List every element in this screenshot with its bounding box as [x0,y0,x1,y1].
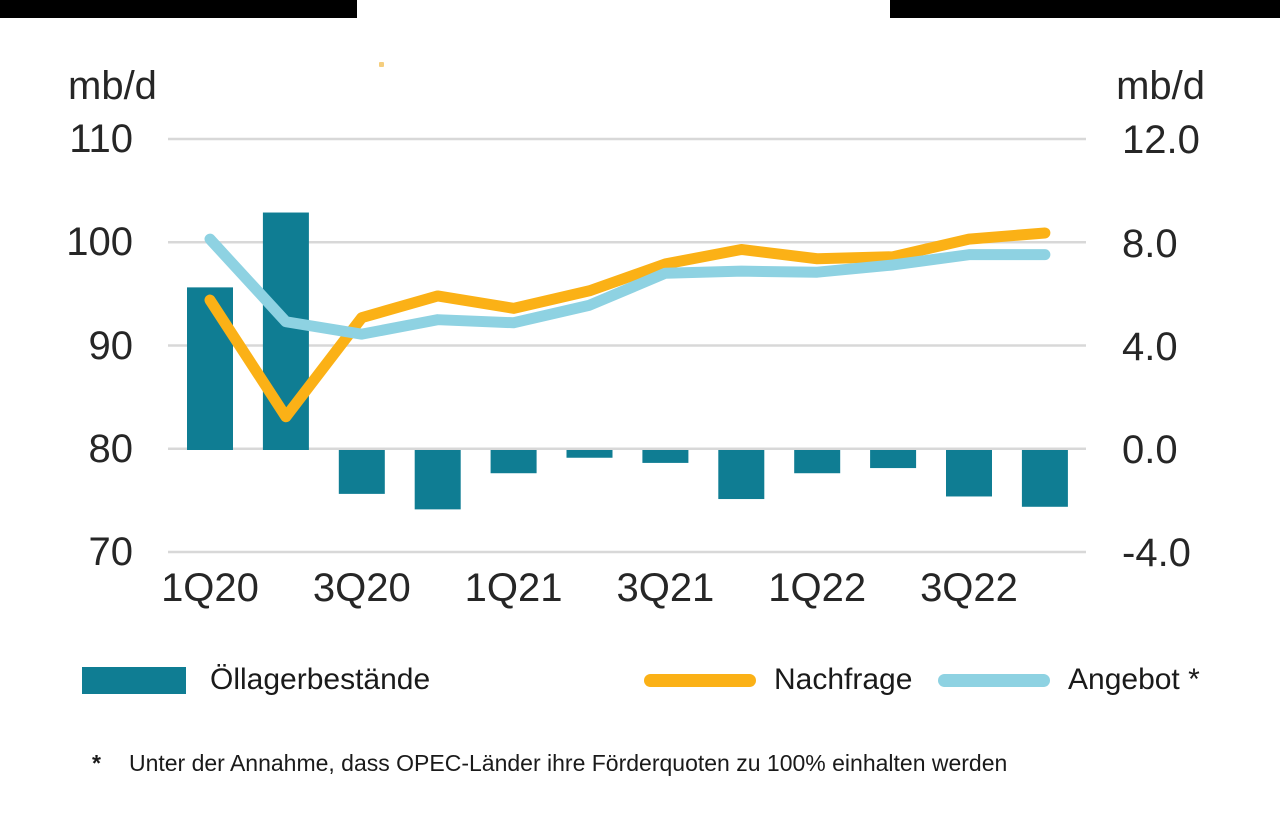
supply-line [204,233,1051,340]
x-axis-tick-3Q21: 3Q21 [616,566,715,610]
left-axis-unit-label: mb/d [68,64,157,108]
legend-label-demand: Nachfrage [774,663,913,696]
left-axis-tick-80: 80 [88,426,134,471]
right-axis-tick-12.0: 12.0 [1122,118,1200,163]
legend-swatch-inventories [82,666,186,694]
bar-2Q21 [566,450,613,458]
left-axis-tick-110: 110 [69,117,133,161]
x-axis-tick-1Q21: 1Q21 [464,566,563,610]
legend-swatch-demand [644,673,756,687]
x-axis-tick-3Q22: 3Q22 [920,566,1018,610]
bar-3Q20 [338,450,385,494]
x-axis-tick-1Q20: 1Q20 [161,566,259,610]
footnote-asterisk: * [92,750,101,776]
bar-4Q21 [718,450,765,500]
redacted-title-bar-right [890,0,1280,18]
bar-3Q22 [946,450,992,497]
right-axis-tick-8.0: 8.0 [1122,221,1178,266]
right-axis-tick--4.0: -4.0 [1122,531,1191,576]
bar-1Q21 [490,450,537,474]
legend-swatch-supply [938,673,1050,687]
footnote-text: Unter der Annahme, dass OPEC-Länder ihre… [128,750,1008,776]
legend-item-inventories: Öllagerbestände [82,660,430,700]
bar-4Q22 [1021,450,1068,507]
bar-2Q22 [870,450,917,469]
x-axis-tick-3Q20: 3Q20 [312,566,411,610]
bar-3Q21 [642,450,689,463]
bar-1Q20 [187,287,233,450]
legend-label-supply: Angebot * [1068,663,1200,696]
bar-4Q20 [414,450,461,510]
right-axis-tick-0.0: 0.0 [1122,428,1178,472]
left-axis-tick-100: 100 [66,220,133,265]
legend: Öllagerbestände Nachfrage Angebot * [0,660,1280,700]
artifact-dot [379,62,384,67]
redacted-title-bar-left [0,0,357,18]
right-axis-unit-label: mb/d [1116,64,1205,108]
left-axis-tick-70: 70 [88,530,134,574]
footnote: * Unter der Annahme, dass OPEC-Länder ihr… [92,748,1192,778]
legend-label-inventories: Öllagerbestände [210,663,431,696]
right-axis-tick-4.0: 4.0 [1122,324,1178,369]
left-axis-tick-90: 90 [88,323,134,368]
legend-item-demand: Nachfrage [644,660,912,700]
x-axis-tick-1Q22: 1Q22 [768,566,867,610]
legend-item-supply: Angebot * [938,660,1200,700]
bar-1Q22 [794,450,841,474]
